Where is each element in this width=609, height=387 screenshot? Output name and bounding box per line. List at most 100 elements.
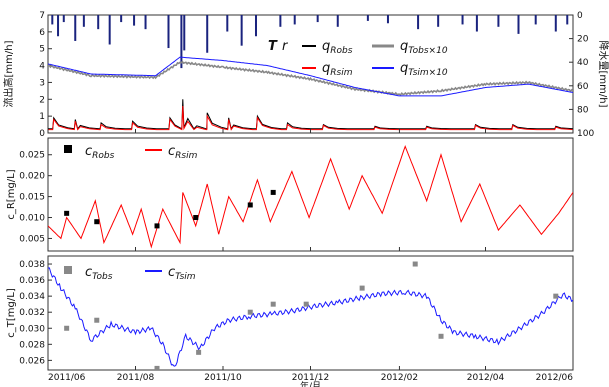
obs-point — [193, 215, 199, 221]
obs-point — [303, 301, 309, 307]
obs-point — [64, 325, 70, 331]
rain-bar — [554, 15, 557, 32]
y-tick-label: 0.036 — [19, 276, 45, 286]
rain-bar — [82, 15, 85, 27]
x-tick-label: 2011/12 — [292, 373, 329, 383]
obs-point — [94, 219, 100, 225]
legend-label: qTsim×10 — [400, 61, 448, 78]
plot-frame — [47, 137, 574, 252]
x-tick-label: 2012/06 — [536, 373, 574, 383]
y-tick-label: 0.020 — [19, 172, 45, 182]
y-tick-label: 0 — [39, 129, 45, 139]
obs-point — [270, 189, 276, 195]
x-tick-label: 2011/06 — [48, 373, 86, 383]
obs-point — [438, 333, 444, 339]
y-axis-label: 流出高[mm/h] — [2, 40, 15, 107]
legend-label: qRobs — [322, 39, 353, 56]
rain-bar — [97, 15, 100, 30]
rain-bar — [417, 15, 420, 30]
obs-point — [553, 293, 559, 299]
x-tick-label: 2011/10 — [204, 373, 242, 383]
obs-point — [359, 285, 365, 291]
rain-bar — [74, 15, 77, 41]
rain-bar — [183, 15, 186, 51]
rain-bar — [51, 15, 54, 25]
legend-label: cTobs — [85, 265, 113, 282]
series-line-qTsim10 — [48, 56, 573, 97]
x-tick-label: 2012/04 — [467, 373, 505, 383]
legend-label: cRsim — [168, 144, 198, 161]
rain-bar — [62, 15, 65, 23]
legend-swatch-cTobs — [64, 266, 72, 274]
y-tick-label: 3 — [39, 78, 45, 88]
legend-label: qTobs×10 — [400, 39, 448, 56]
panel-cT: 0.038 0.036 0.034 0.032 0.030 0.028 0.026 c_T[m… — [6, 255, 574, 371]
y-tick-label: 2 — [39, 95, 45, 105]
y-tick-label: 0.026 — [19, 356, 45, 366]
rain-bar — [240, 15, 243, 46]
rain-bar — [133, 15, 136, 26]
series-line-sim — [48, 267, 573, 367]
rain-bar — [386, 15, 389, 24]
y-tick-label: 0.034 — [19, 292, 45, 302]
x-axis: 2011/06 2011/08 2011/10 2011/12 2012/02 2012/… — [47, 129, 574, 387]
legend-label: qRsim — [322, 61, 353, 78]
series-line-qRobs — [48, 99, 573, 131]
rain-bar — [254, 15, 257, 37]
rain-bar — [226, 15, 229, 32]
legend-label: cRobs — [85, 144, 115, 161]
y-tick-label: 4 — [39, 62, 45, 72]
rain-bar — [206, 15, 209, 53]
rain-bar — [293, 15, 296, 25]
y-right-tick-label: 0 — [577, 11, 583, 21]
y-axis-label: c_R[mg/L] — [6, 169, 17, 219]
rain-bar — [57, 15, 60, 37]
rain-bar — [120, 15, 123, 23]
x-axis-label: 年/月 — [300, 380, 321, 387]
rain-bar — [517, 15, 520, 34]
y-tick-label: 0.030 — [19, 324, 45, 334]
obs-point — [154, 223, 160, 229]
rain-bar — [180, 15, 183, 69]
obs-point — [196, 349, 202, 355]
rain-legend-label: r — [282, 39, 289, 54]
obs-point — [94, 317, 100, 323]
series-line-qTobs10 — [48, 60, 573, 96]
rain-bar — [316, 15, 319, 23]
y-axis-label: c_T[mg/L] — [6, 288, 17, 338]
legend-swatch-cRobs — [64, 145, 72, 153]
obs-point — [412, 261, 418, 267]
plot-frame — [47, 14, 574, 134]
rain-bar — [497, 15, 500, 27]
rain-bar — [366, 15, 369, 21]
y-tick-label: 0.032 — [19, 308, 45, 318]
obs-point — [154, 365, 160, 370]
y-right-tick-label: 20 — [577, 35, 589, 45]
obs-point — [64, 210, 70, 216]
rain-bar — [534, 15, 537, 25]
y-right-tick-label: 100 — [577, 129, 594, 139]
rain-bar — [475, 15, 478, 32]
y-tick-label: 1 — [39, 112, 45, 122]
rain-bar — [566, 15, 569, 25]
rain-legend-symbol: T — [268, 39, 278, 54]
y-tick-label: 5 — [39, 45, 45, 55]
y-tick-label: 7 — [39, 11, 45, 21]
rain-bar — [167, 15, 170, 49]
series-group — [48, 261, 573, 370]
y-tick-label: 0.015 — [19, 193, 45, 203]
y-right-tick-label: 60 — [577, 82, 589, 92]
rain-bar — [461, 15, 464, 25]
obs-point — [270, 301, 276, 307]
rain-bar — [108, 15, 111, 45]
obs-point — [247, 309, 253, 315]
legend-label: cTsim — [168, 265, 196, 282]
series-line-qRsim — [48, 105, 573, 131]
y-tick-label: 0.025 — [19, 151, 45, 161]
plot-frame — [47, 255, 574, 371]
y-tick-label: 0.010 — [19, 214, 45, 224]
y-tick-label: 0.028 — [19, 340, 45, 350]
y-right-axis-label: 降水量[mm/h] — [597, 41, 609, 108]
x-tick-label: 2011/08 — [117, 373, 155, 383]
